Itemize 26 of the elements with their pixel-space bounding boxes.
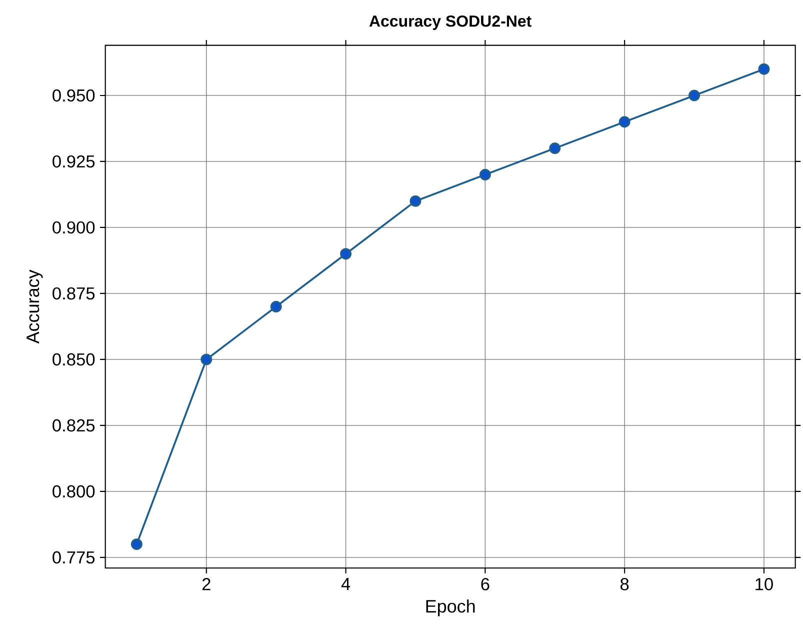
x-tick-label: 2 [202, 578, 210, 590]
x-axis-title: Epoch [426, 599, 475, 616]
y-tick-label: 0.925 [52, 155, 95, 168]
y-tick-label: 0.900 [52, 221, 95, 234]
point [270, 300, 282, 312]
point [549, 142, 561, 154]
point [410, 195, 422, 207]
x-tick-label: 4 [341, 578, 350, 590]
y-tick-label: 0.825 [52, 419, 95, 432]
y-tick-label: 0.775 [52, 551, 95, 564]
chart-title: Accuracy SODU2-Net [369, 15, 532, 30]
y-tick-label: 0.875 [52, 287, 95, 300]
y-axis-title: Accuracy [26, 270, 43, 344]
point [200, 354, 212, 366]
point [688, 90, 700, 102]
point [130, 538, 142, 550]
point [618, 116, 630, 128]
y-tick-label: 0.800 [52, 485, 95, 498]
x-tick-label: 10 [756, 578, 773, 590]
point [479, 168, 491, 180]
y-tick-label: 0.950 [52, 89, 95, 102]
point [340, 248, 352, 260]
point [758, 63, 770, 75]
x-tick-label: 6 [481, 578, 490, 590]
x-tick-label: 8 [620, 578, 629, 590]
y-tick-label: 0.850 [52, 353, 95, 366]
